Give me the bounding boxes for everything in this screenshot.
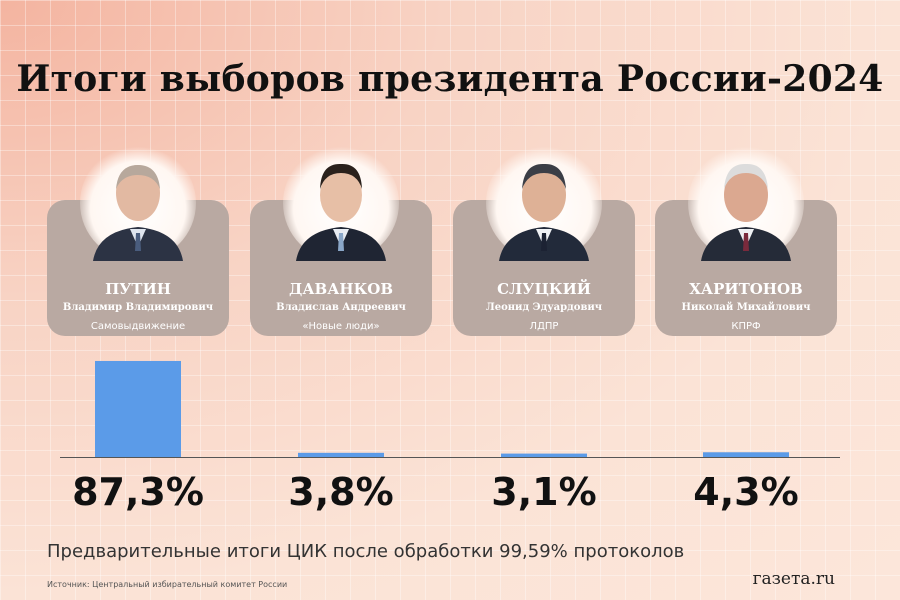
publisher-logo: газета.ru [752,569,835,589]
bar-1 [298,452,384,457]
portrait-silhouette-icon [296,163,386,261]
candidate-card-kharitonov: ХАРИТОНОВ Николай Михайлович КПРФ [655,145,837,336]
candidate-party: ЛДПР [529,321,559,332]
bar-0 [95,360,181,457]
percent-label-kharitonov: 4,3% [693,470,799,514]
candidate-party: КПРФ [731,321,761,332]
percent-label-putin: 87,3% [72,470,204,514]
candidate-full-name: Владимир Владимирович [62,302,214,313]
candidate-photo [688,145,804,261]
candidate-full-name: Николай Михайлович [681,302,811,313]
candidate-surname: ПУТИН [105,280,171,298]
candidate-photo [486,145,602,261]
candidate-party: «Новые люди» [302,321,380,332]
candidate-photo [80,145,196,261]
bar-3 [703,452,789,457]
candidate-photo [283,145,399,261]
portrait-silhouette-icon [701,163,791,261]
bar-2 [501,453,587,457]
page-title: Итоги выборов президента России-2024 [16,58,884,100]
candidate-surname: СЛУЦКИЙ [497,280,591,298]
chart-subtitle: Предварительные итоги ЦИК после обработк… [47,541,685,562]
candidate-full-name: Леонид Эдуардович [485,302,603,313]
candidate-party: Самовыдвижение [90,321,186,332]
portrait-silhouette-icon [499,163,589,261]
source-note: Источник: Центральный избирательный коми… [47,580,288,589]
percent-label-davankov: 3,8% [288,470,394,514]
candidate-surname: ДАВАНКОВ [288,280,393,298]
candidate-full-name: Владислав Андреевич [276,302,406,313]
portrait-silhouette-icon [93,165,183,261]
candidate-surname: ХАРИТОНОВ [689,280,803,298]
candidate-card-davankov: ДАВАНКОВ Владислав Андреевич «Новые люди… [250,145,432,336]
percent-label-slutsky: 3,1% [491,470,597,514]
candidate-card-slutsky: СЛУЦКИЙ Леонид Эдуардович ЛДПР [453,145,635,336]
candidate-card-putin: ПУТИН Владимир Владимирович Самовыдвижен… [47,145,229,336]
